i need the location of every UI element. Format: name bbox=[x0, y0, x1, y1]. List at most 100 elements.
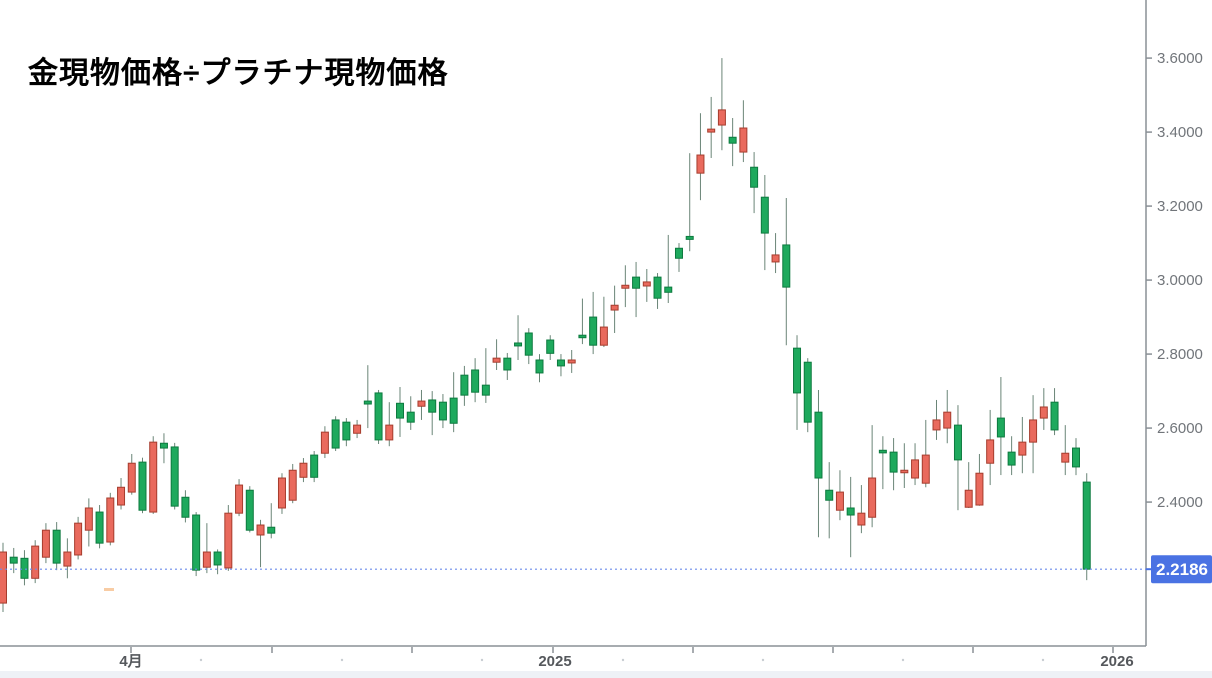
candle[interactable] bbox=[578, 334, 587, 339]
candle[interactable] bbox=[556, 359, 565, 367]
candle[interactable] bbox=[1082, 481, 1091, 570]
candle[interactable] bbox=[932, 419, 941, 431]
candle[interactable] bbox=[868, 477, 877, 518]
candle[interactable] bbox=[20, 557, 29, 579]
candle[interactable] bbox=[610, 304, 619, 311]
candle[interactable] bbox=[632, 276, 641, 289]
candle[interactable] bbox=[739, 127, 748, 153]
candle[interactable] bbox=[685, 235, 694, 240]
candle[interactable] bbox=[524, 332, 533, 356]
candle[interactable] bbox=[9, 556, 18, 564]
candle[interactable] bbox=[159, 442, 168, 449]
candle[interactable] bbox=[277, 477, 286, 509]
candle[interactable] bbox=[728, 136, 737, 144]
candle[interactable] bbox=[514, 342, 523, 347]
candle[interactable] bbox=[696, 154, 705, 174]
candle[interactable] bbox=[1072, 447, 1080, 468]
candle[interactable] bbox=[288, 469, 297, 501]
candle[interactable] bbox=[117, 486, 126, 506]
candle[interactable] bbox=[267, 526, 276, 534]
candle[interactable] bbox=[642, 281, 651, 287]
candle[interactable] bbox=[986, 439, 995, 464]
candle[interactable] bbox=[138, 461, 147, 511]
candle[interactable] bbox=[342, 421, 351, 441]
candle[interactable] bbox=[202, 551, 211, 568]
candle[interactable] bbox=[127, 462, 136, 493]
candle[interactable] bbox=[417, 400, 426, 407]
candle[interactable] bbox=[449, 397, 458, 424]
candle[interactable] bbox=[771, 254, 780, 263]
candle[interactable] bbox=[1018, 441, 1027, 456]
candle[interactable] bbox=[653, 276, 662, 299]
candle[interactable] bbox=[535, 359, 544, 374]
candle[interactable] bbox=[310, 454, 319, 478]
candle[interactable] bbox=[793, 347, 802, 394]
candle[interactable] bbox=[41, 529, 50, 558]
candle[interactable] bbox=[181, 496, 190, 518]
candle[interactable] bbox=[953, 424, 962, 461]
candle[interactable] bbox=[803, 361, 812, 423]
candle[interactable] bbox=[460, 374, 469, 396]
candle[interactable] bbox=[846, 507, 855, 516]
candle[interactable] bbox=[74, 522, 83, 556]
candle[interactable] bbox=[674, 247, 683, 259]
candle[interactable] bbox=[1039, 406, 1048, 419]
candle[interactable] bbox=[149, 441, 158, 513]
candle[interactable] bbox=[406, 411, 415, 423]
candle[interactable] bbox=[170, 446, 179, 507]
candle[interactable] bbox=[1050, 401, 1059, 431]
candle[interactable] bbox=[975, 472, 984, 506]
candle[interactable] bbox=[857, 512, 866, 526]
candle[interactable] bbox=[84, 507, 93, 531]
candle[interactable] bbox=[492, 357, 501, 363]
candle[interactable] bbox=[95, 511, 104, 544]
candle[interactable] bbox=[889, 451, 898, 473]
candle[interactable] bbox=[374, 392, 383, 441]
candle[interactable] bbox=[943, 411, 952, 429]
candle[interactable] bbox=[750, 166, 759, 188]
candle[interactable] bbox=[546, 339, 555, 354]
candle[interactable] bbox=[106, 497, 115, 543]
candle[interactable] bbox=[825, 489, 834, 501]
candle[interactable] bbox=[589, 316, 598, 346]
candle[interactable] bbox=[996, 417, 1005, 438]
candle[interactable] bbox=[224, 512, 233, 569]
candle[interactable] bbox=[438, 401, 447, 421]
candle[interactable] bbox=[0, 551, 7, 604]
candle[interactable] bbox=[331, 419, 340, 449]
candle[interactable] bbox=[599, 326, 608, 346]
candle[interactable] bbox=[428, 399, 437, 413]
candle[interactable] bbox=[760, 196, 769, 234]
candle[interactable] bbox=[814, 411, 823, 479]
candle[interactable] bbox=[900, 469, 909, 474]
candle[interactable] bbox=[213, 551, 222, 566]
candle[interactable] bbox=[921, 454, 930, 484]
candle[interactable] bbox=[320, 431, 329, 454]
candle[interactable] bbox=[878, 449, 887, 454]
candle[interactable] bbox=[299, 462, 308, 478]
candle[interactable] bbox=[782, 244, 791, 288]
candle[interactable] bbox=[396, 402, 405, 419]
candle[interactable] bbox=[567, 359, 576, 364]
candle[interactable] bbox=[363, 400, 372, 405]
candle[interactable] bbox=[235, 484, 244, 514]
candle[interactable] bbox=[1061, 452, 1070, 463]
candle[interactable] bbox=[503, 357, 512, 371]
candle[interactable] bbox=[31, 545, 40, 579]
candle[interactable] bbox=[717, 109, 726, 126]
candle[interactable] bbox=[471, 369, 480, 393]
candle[interactable] bbox=[911, 459, 920, 479]
candle[interactable] bbox=[1007, 451, 1016, 466]
candle[interactable] bbox=[385, 424, 394, 441]
candle[interactable] bbox=[52, 529, 61, 564]
candle[interactable] bbox=[481, 384, 490, 396]
candle[interactable] bbox=[964, 489, 973, 508]
candle[interactable] bbox=[1029, 419, 1038, 443]
candle[interactable] bbox=[192, 514, 201, 571]
candle[interactable] bbox=[353, 424, 362, 434]
candle[interactable] bbox=[256, 524, 265, 536]
candle[interactable] bbox=[707, 128, 716, 133]
candle[interactable] bbox=[835, 491, 844, 511]
candle[interactable] bbox=[664, 286, 673, 293]
